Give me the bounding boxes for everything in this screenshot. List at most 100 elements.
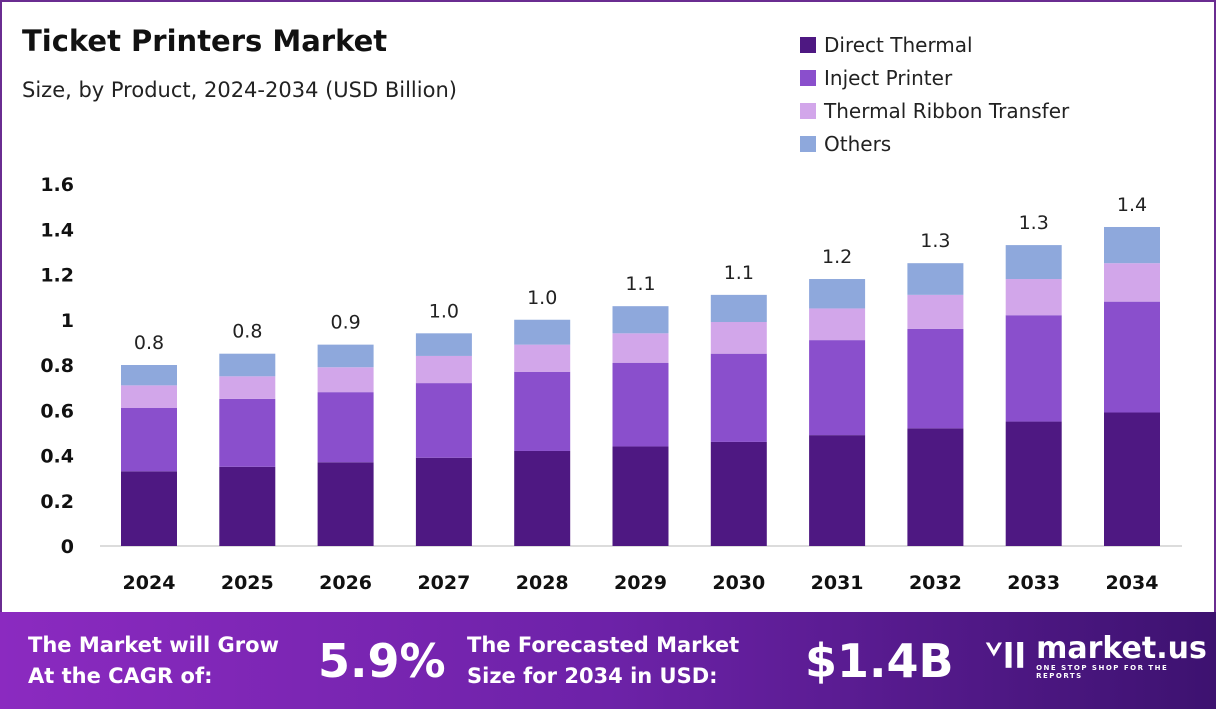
x-tick-label: 2027: [417, 572, 470, 594]
legend-label: Others: [824, 131, 892, 156]
total-data-label: 1.2: [822, 246, 852, 268]
bar-segment-others: [612, 306, 669, 334]
brand-logo: ᘁll market.us ONE STOP SHOP FOR THE REPO…: [985, 631, 1216, 681]
bar-segment-direct-thermal: [415, 457, 472, 546]
legend-swatch: [800, 69, 816, 86]
x-tick-label: 2024: [123, 572, 176, 594]
forecast-label-line1: The Forecasted Market: [467, 633, 740, 657]
y-tick-label: 0.8: [40, 355, 74, 377]
bar-segment-direct-thermal: [1104, 412, 1160, 546]
bar-segment-inject-printer: [121, 407, 177, 472]
x-tick-label: 2026: [319, 572, 372, 594]
legend-label: Direct Thermal: [824, 32, 973, 57]
legend: Direct Thermal Inject Printer Thermal Ribb…: [800, 28, 1069, 160]
total-data-label: 1.1: [724, 262, 754, 284]
x-tick-label: 2025: [221, 572, 274, 594]
bar-segment-others: [809, 279, 866, 309]
bar-segment-others: [121, 365, 177, 386]
x-tick-label: 2028: [516, 572, 569, 594]
cagr-label-line2: At the CAGR of:: [28, 664, 213, 688]
bar-segment-others: [317, 344, 374, 368]
y-tick-label: 0.4: [40, 446, 74, 468]
cagr-label: The Market will Grow At the CAGR of:: [28, 630, 279, 692]
forecast-label-line2: Size for 2034 in USD:: [467, 664, 718, 688]
bar-segment-inject-printer: [415, 383, 472, 458]
bar-segment-thermal-ribbon-transfer: [415, 355, 472, 384]
legend-item: Others: [800, 127, 1069, 160]
stacked-bar-chart: 0 0.2 0.4 0.6 0.8 1 1.2 1.4 1.6 0.8 2024 0.8 2025 0.9…: [40, 174, 1182, 594]
total-data-label: 1.0: [527, 287, 557, 309]
x-tick-label: 2032: [909, 572, 962, 594]
y-tick-label: 0.6: [40, 400, 74, 422]
legend-label: Inject Printer: [824, 65, 953, 90]
y-tick-label: 1: [61, 310, 74, 332]
y-tick-label: 1.6: [40, 174, 74, 196]
bar-segment-thermal-ribbon-transfer: [317, 367, 374, 393]
bar-segment-thermal-ribbon-transfer: [514, 344, 571, 372]
legend-swatch: [800, 102, 816, 119]
bar-segment-thermal-ribbon-transfer: [219, 376, 276, 399]
total-data-label: 0.8: [232, 321, 262, 343]
bar-segment-inject-printer: [710, 353, 767, 442]
legend-swatch: [800, 135, 816, 152]
bar-segment-inject-printer: [612, 362, 669, 447]
x-tick-label: 2034: [1106, 572, 1159, 594]
bar-segment-direct-thermal: [907, 428, 964, 546]
footer-banner: The Market will Grow At the CAGR of: 5.9…: [0, 612, 1216, 709]
bar-segment-others: [710, 294, 767, 323]
legend-item: Thermal Ribbon Transfer: [800, 94, 1069, 127]
bar-segment-direct-thermal: [1005, 421, 1062, 546]
forecast-value: $1.4B: [805, 634, 954, 688]
x-tick-label: 2031: [811, 572, 864, 594]
y-tick-label: 1.2: [40, 265, 74, 287]
bar-segment-thermal-ribbon-transfer: [121, 385, 177, 408]
legend-item: Direct Thermal: [800, 28, 1069, 61]
bar-segment-inject-printer: [1104, 301, 1160, 413]
brand-tagline: ONE STOP SHOP FOR THE REPORTS: [1036, 664, 1169, 680]
bar-segment-direct-thermal: [121, 471, 177, 546]
total-data-label: 1.3: [920, 230, 950, 252]
legend-label: Thermal Ribbon Transfer: [824, 98, 1070, 123]
bar-segment-thermal-ribbon-transfer: [1005, 279, 1062, 316]
total-data-label: 1.0: [429, 300, 459, 322]
bar-segment-inject-printer: [809, 340, 866, 436]
y-tick-label: 0: [61, 536, 74, 558]
total-data-label: 0.8: [134, 332, 164, 354]
cagr-value: 5.9%: [318, 634, 446, 688]
legend-swatch: [800, 36, 816, 53]
total-data-label: 1.4: [1117, 194, 1147, 216]
bar-segment-others: [1104, 226, 1160, 264]
bar-segment-direct-thermal: [514, 450, 571, 546]
bar-segment-direct-thermal: [809, 435, 866, 546]
bar-segment-others: [415, 333, 472, 356]
bar-segment-inject-printer: [514, 371, 571, 451]
cagr-label-line1: The Market will Grow: [28, 633, 279, 657]
logo-icon: ᘁll: [985, 637, 1027, 677]
bar-segment-others: [907, 263, 964, 295]
bar-segment-others: [514, 319, 571, 345]
chart-title: Ticket Printers Market: [22, 24, 388, 58]
bar-segment-direct-thermal: [219, 466, 276, 546]
brand-name: market.us: [1036, 631, 1207, 666]
bar-segment-inject-printer: [219, 398, 276, 467]
x-tick-label: 2033: [1007, 572, 1060, 594]
bar-segment-thermal-ribbon-transfer: [1104, 263, 1160, 302]
bar-segment-inject-printer: [907, 328, 964, 429]
chart-subtitle: Size, by Product, 2024-2034 (USD Billion…: [22, 78, 457, 102]
y-tick-label: 1.4: [40, 219, 74, 241]
bar-segment-thermal-ribbon-transfer: [907, 294, 964, 329]
bar-segment-thermal-ribbon-transfer: [612, 333, 669, 363]
y-tick-label: 0.2: [40, 491, 74, 513]
total-data-label: 0.9: [330, 312, 360, 334]
bar-segment-others: [1005, 245, 1062, 280]
legend-item: Inject Printer: [800, 61, 1069, 94]
bar-segment-thermal-ribbon-transfer: [809, 308, 866, 341]
bar-segment-inject-printer: [317, 392, 374, 463]
forecast-label: The Forecasted Market Size for 2034 in U…: [467, 630, 739, 692]
x-tick-label: 2029: [614, 572, 667, 594]
bar-segment-direct-thermal: [317, 462, 374, 546]
bar-segment-others: [219, 353, 276, 377]
total-data-label: 1.1: [625, 273, 655, 295]
bar-segment-inject-printer: [1005, 315, 1062, 422]
bar-segment-direct-thermal: [710, 441, 767, 546]
